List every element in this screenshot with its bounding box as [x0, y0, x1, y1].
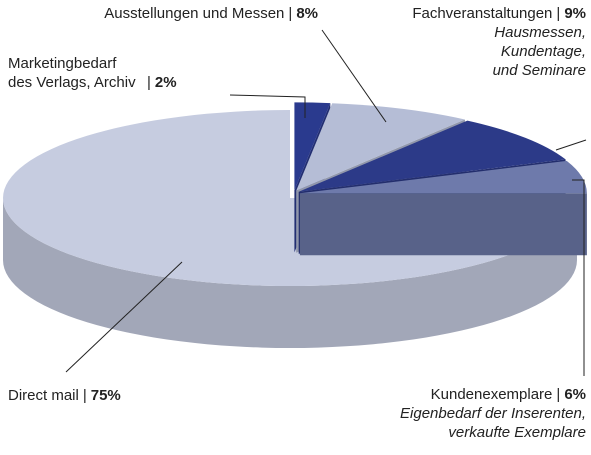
category-label: Fachveranstaltungen: [412, 5, 553, 22]
category-label: Ausstellungen und Messen: [104, 5, 285, 22]
separator: |: [82, 387, 87, 404]
leader-line: [321, 29, 387, 123]
value-label: 9%: [564, 5, 586, 22]
slice-label: Ausstellungen und Messen | 8%: [104, 4, 318, 23]
note: Kundentage,: [500, 43, 586, 60]
slice-side: [3, 198, 577, 348]
note: Hausmessen,: [494, 24, 586, 41]
separator: |: [556, 5, 561, 22]
slice-label: Kundenexemplare | 6% Eigenbedarf der Insere…: [400, 385, 586, 442]
slice-label: Marketingbedarf des Verlags, Archiv | 2%: [8, 54, 177, 92]
value-label: 2%: [154, 74, 177, 91]
slice: [296, 103, 465, 191]
slice: [299, 160, 587, 194]
slice-wall: [299, 193, 587, 256]
separator: |: [556, 386, 561, 403]
separator: |: [288, 5, 293, 22]
note: und Seminare: [492, 62, 586, 79]
leader-line: [555, 139, 587, 151]
value-label: 6%: [564, 386, 586, 403]
slice-label: Fachveranstaltungen | 9% Hausmessen, Kundent…: [412, 4, 586, 80]
leader-line: [229, 94, 306, 118]
category-label: Direct mail: [8, 387, 79, 404]
separator: |: [147, 74, 151, 91]
note: verkaufte Exemplare: [448, 424, 586, 441]
value-label: 8%: [296, 5, 318, 22]
slice: [298, 120, 566, 192]
leader-line: [572, 179, 585, 376]
category-label: Marketingbedarf des Verlags, Archiv: [8, 55, 136, 91]
slice-label: Direct mail | 75%: [8, 386, 121, 405]
slice: [294, 102, 331, 191]
value-label: 75%: [90, 387, 121, 404]
leader-line: [65, 261, 183, 373]
note: Eigenbedarf der Inserenten,: [400, 405, 586, 422]
category-label: Kundenexemplare: [430, 386, 553, 403]
